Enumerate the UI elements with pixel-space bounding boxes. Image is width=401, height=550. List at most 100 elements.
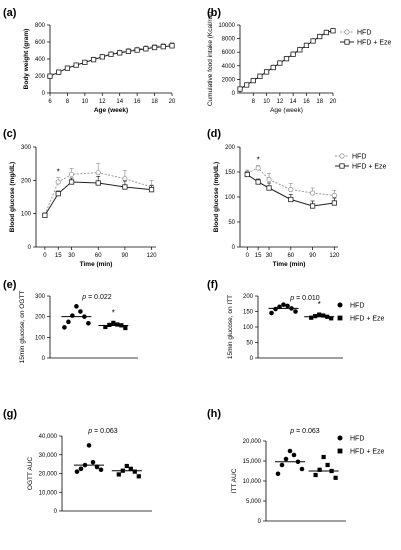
series-line — [247, 167, 335, 196]
x-tick-label: 120 — [147, 253, 158, 259]
data-point — [78, 466, 84, 472]
data-point — [94, 464, 100, 470]
x-tick-label: 8 — [252, 99, 256, 105]
data-point — [244, 82, 250, 88]
data-point — [288, 196, 294, 203]
data-point — [309, 315, 314, 320]
significance-star: * — [112, 309, 115, 318]
y-tick-label: 4000 — [222, 64, 236, 70]
y-tick-label: 200 — [35, 74, 46, 80]
p-rest: = 0.022 — [86, 294, 112, 301]
y-tick-label: 10,000 — [243, 479, 262, 485]
y-tick-label: 15,000 — [243, 459, 262, 465]
data-point — [107, 322, 112, 328]
data-point — [122, 184, 128, 190]
y-axis-label: OGTT AUC — [27, 457, 34, 490]
y-axis-label: 15min glucose, on OGTT — [19, 291, 26, 364]
data-point — [331, 192, 337, 199]
data-point — [309, 203, 316, 209]
x-tick-label: 14 — [290, 99, 297, 105]
y-tick-label: 400 — [35, 57, 46, 63]
x-axis-label: Age (week) — [94, 107, 128, 114]
data-point — [117, 50, 123, 56]
panel-label: (g) — [3, 408, 17, 420]
x-tick-label: 20 — [169, 99, 176, 105]
x-tick-label: 16 — [134, 99, 141, 105]
series-line — [44, 181, 152, 216]
data-point — [277, 60, 283, 66]
data-point — [290, 51, 296, 57]
data-point — [98, 467, 104, 473]
data-point — [273, 306, 278, 312]
x-axis-label: Age (week) — [270, 107, 303, 114]
x-tick-label: 60 — [95, 253, 102, 259]
x-tick-label: 6 — [48, 99, 52, 105]
data-point — [73, 62, 79, 68]
y-tick-label: 0 — [232, 245, 236, 251]
data-point — [266, 185, 272, 191]
x-tick-label: 60 — [287, 253, 294, 259]
data-point — [275, 471, 281, 477]
data-point — [287, 448, 293, 454]
panel-f: (f) 0 50 100 150 200 15min glucose, on ITT * — [207, 279, 343, 362]
data-point — [74, 304, 79, 309]
y-tick-label: 200 — [225, 145, 236, 151]
panel-g: (g) 0 10,000 20,000 30,000 40,000 OGTT AUC — [3, 408, 152, 515]
legend-marker — [337, 315, 343, 321]
data-point — [283, 456, 289, 462]
data-point — [270, 64, 276, 71]
data-point — [329, 316, 334, 321]
data-point — [95, 170, 101, 176]
data-point — [285, 303, 290, 309]
y-tick-label: 0 — [28, 245, 32, 251]
data-point — [115, 322, 120, 327]
data-point — [42, 212, 48, 218]
data-point — [148, 187, 155, 193]
data-point — [263, 69, 270, 75]
data-point — [123, 325, 128, 331]
legend-label: HFD + Eze — [357, 40, 392, 47]
legend-label: HFD — [350, 303, 364, 310]
y-axis-label: Body weight (gram) — [23, 29, 30, 90]
data-point — [86, 320, 91, 326]
data-point — [317, 467, 322, 472]
data-point — [288, 186, 294, 193]
data-point — [122, 176, 128, 182]
x-tick-label: 8 — [66, 99, 70, 105]
data-point — [323, 29, 329, 36]
x-tick-label: 90 — [122, 253, 129, 259]
x-tick-label: 10 — [82, 99, 89, 105]
data-point — [317, 312, 322, 317]
data-point — [125, 48, 132, 54]
data-point — [90, 57, 97, 63]
data-point — [321, 454, 326, 460]
data-point — [310, 38, 316, 44]
data-point — [90, 459, 96, 465]
y-tick-label: 600 — [35, 40, 46, 46]
legend-marker — [337, 435, 343, 441]
x-tick-label: 12 — [277, 99, 284, 105]
data-point — [74, 469, 80, 474]
x-tick-label: 16 — [303, 99, 310, 105]
legend-label: HFD — [352, 154, 366, 161]
data-point — [313, 314, 318, 319]
y-tick-label: 150 — [225, 170, 236, 176]
data-point — [321, 313, 326, 318]
p-italic: p — [289, 295, 294, 302]
panel-label: (e) — [3, 279, 17, 291]
panel-label: (b) — [207, 7, 221, 19]
y-axis-label: 15min glucose, on ITT — [227, 295, 234, 359]
data-point — [325, 462, 330, 468]
p-value: p = 0.063 — [87, 428, 118, 435]
y-tick-label: 100 — [243, 325, 254, 331]
data-point — [78, 309, 83, 314]
y-tick-label: 50 — [228, 220, 235, 226]
p-rest: = 0.010 — [294, 295, 320, 302]
data-point — [111, 320, 116, 325]
data-point — [160, 44, 166, 50]
data-point — [132, 469, 137, 474]
panel-d: (d) 0 50 100 150 200 Blood glucose (mg/dL) 0 15 3… — [207, 128, 387, 268]
data-point — [237, 86, 243, 92]
data-point — [66, 319, 71, 325]
x-tick-label: 0 — [246, 253, 250, 259]
